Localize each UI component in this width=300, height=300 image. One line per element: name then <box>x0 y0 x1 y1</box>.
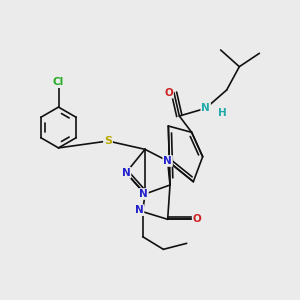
Text: O: O <box>164 88 173 98</box>
Text: H: H <box>218 108 227 118</box>
Text: N: N <box>163 156 172 166</box>
Text: N: N <box>122 168 130 178</box>
Text: S: S <box>104 136 112 146</box>
Text: N: N <box>201 103 210 113</box>
Text: N: N <box>135 205 143 215</box>
Text: O: O <box>193 214 201 224</box>
Text: Cl: Cl <box>53 77 64 87</box>
Text: N: N <box>139 189 148 199</box>
